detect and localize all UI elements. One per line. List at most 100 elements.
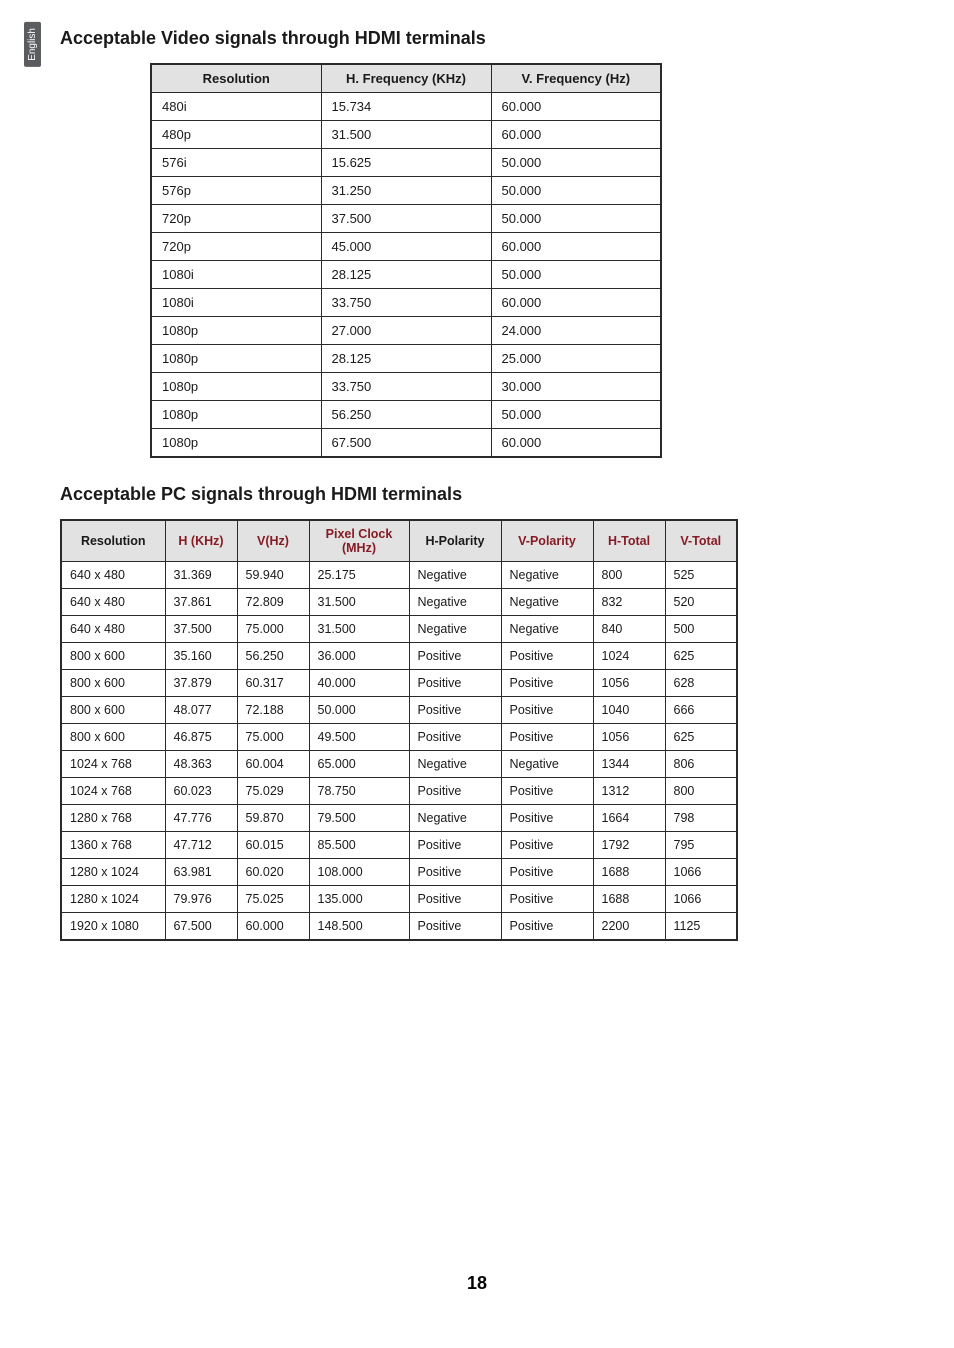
table-cell: 35.160 <box>165 643 237 670</box>
table-row: 576p31.25050.000 <box>151 177 661 205</box>
table-row: 1360 x 76847.71260.01585.500PositivePosi… <box>61 832 737 859</box>
table-cell: 31.500 <box>309 589 409 616</box>
table-cell: 50.000 <box>491 401 661 429</box>
table-cell: 33.750 <box>321 289 491 317</box>
table1-container: Resolution H. Frequency (KHz) V. Frequen… <box>60 63 894 458</box>
table-cell: 79.500 <box>309 805 409 832</box>
table-cell: Negative <box>409 562 501 589</box>
table-cell: Negative <box>409 751 501 778</box>
table-cell: 72.809 <box>237 589 309 616</box>
table-row: 1080p27.00024.000 <box>151 317 661 345</box>
table-cell: 65.000 <box>309 751 409 778</box>
table-cell: 795 <box>665 832 737 859</box>
table-cell: 48.363 <box>165 751 237 778</box>
table-cell: Positive <box>409 859 501 886</box>
table-cell: 1024 <box>593 643 665 670</box>
table-cell: Positive <box>409 724 501 751</box>
table-cell: 85.500 <box>309 832 409 859</box>
table-row: 800 x 60048.07772.18850.000PositivePosit… <box>61 697 737 724</box>
table-cell: 576i <box>151 149 321 177</box>
language-tab: English <box>24 22 41 67</box>
table-cell: 79.976 <box>165 886 237 913</box>
table-header-row: Resolution H. Frequency (KHz) V. Frequen… <box>151 64 661 93</box>
table-cell: 40.000 <box>309 670 409 697</box>
table-cell: 720p <box>151 205 321 233</box>
table-row: 480i15.73460.000 <box>151 93 661 121</box>
hdmi-video-table: Resolution H. Frequency (KHz) V. Frequen… <box>150 63 662 458</box>
table-cell: 1125 <box>665 913 737 941</box>
table-cell: 1920 x 1080 <box>61 913 165 941</box>
table-cell: 720p <box>151 233 321 261</box>
table-cell: 75.000 <box>237 724 309 751</box>
table-cell: 25.000 <box>491 345 661 373</box>
table-cell: 1056 <box>593 670 665 697</box>
table-cell: 50.000 <box>491 261 661 289</box>
table-cell: 47.712 <box>165 832 237 859</box>
table-row: 576i15.62550.000 <box>151 149 661 177</box>
col-htotal: H-Total <box>593 520 665 562</box>
table-cell: 1080p <box>151 317 321 345</box>
col-hpolarity: H-Polarity <box>409 520 501 562</box>
table-cell: 2200 <box>593 913 665 941</box>
section1-title: Acceptable Video signals through HDMI te… <box>60 28 894 49</box>
table-row: 1024 x 76860.02375.02978.750PositivePosi… <box>61 778 737 805</box>
table-cell: 525 <box>665 562 737 589</box>
table-cell: 30.000 <box>491 373 661 401</box>
table-cell: Positive <box>501 724 593 751</box>
table-cell: 72.188 <box>237 697 309 724</box>
table-cell: 28.125 <box>321 261 491 289</box>
col-resolution: Resolution <box>61 520 165 562</box>
table-cell: 1024 x 768 <box>61 778 165 805</box>
table-cell: 31.500 <box>309 616 409 643</box>
table-cell: 1344 <box>593 751 665 778</box>
table-row: 1080p33.75030.000 <box>151 373 661 401</box>
table-cell: 1024 x 768 <box>61 751 165 778</box>
table-cell: 628 <box>665 670 737 697</box>
page-content: Acceptable Video signals through HDMI te… <box>0 0 954 941</box>
table-cell: 50.000 <box>491 205 661 233</box>
table-cell: 1066 <box>665 859 737 886</box>
table-cell: 50.000 <box>491 177 661 205</box>
table-cell: 800 <box>593 562 665 589</box>
table-cell: 67.500 <box>165 913 237 941</box>
table-cell: 640 x 480 <box>61 562 165 589</box>
table-cell: 48.077 <box>165 697 237 724</box>
table-row: 640 x 48037.86172.80931.500NegativeNegat… <box>61 589 737 616</box>
table-row: 800 x 60035.16056.25036.000PositivePosit… <box>61 643 737 670</box>
table-cell: 1360 x 768 <box>61 832 165 859</box>
col-vpolarity: V-Polarity <box>501 520 593 562</box>
table-cell: 56.250 <box>237 643 309 670</box>
table-cell: Positive <box>409 913 501 941</box>
table-cell: 75.000 <box>237 616 309 643</box>
table-cell: 520 <box>665 589 737 616</box>
table-cell: Positive <box>501 913 593 941</box>
table-cell: Positive <box>501 805 593 832</box>
table-cell: 1080p <box>151 401 321 429</box>
table-cell: Positive <box>501 886 593 913</box>
table-cell: Positive <box>501 697 593 724</box>
table-cell: 60.000 <box>491 289 661 317</box>
table-cell: 800 x 600 <box>61 697 165 724</box>
table-cell: 60.317 <box>237 670 309 697</box>
table-cell: Negative <box>501 589 593 616</box>
table-cell: 480p <box>151 121 321 149</box>
table-cell: 60.000 <box>491 93 661 121</box>
page-number: 18 <box>0 1273 954 1294</box>
col-hkhz: H (KHz) <box>165 520 237 562</box>
table-cell: 625 <box>665 643 737 670</box>
table-cell: 59.870 <box>237 805 309 832</box>
table-cell: 640 x 480 <box>61 616 165 643</box>
table-cell: 480i <box>151 93 321 121</box>
table-cell: 1792 <box>593 832 665 859</box>
table-cell: Positive <box>501 778 593 805</box>
table-cell: 67.500 <box>321 429 491 458</box>
table-row: 1280 x 102463.98160.020108.000PositivePo… <box>61 859 737 886</box>
table-cell: 1688 <box>593 859 665 886</box>
table-cell: 60.000 <box>491 429 661 458</box>
table-row: 800 x 60037.87960.31740.000PositivePosit… <box>61 670 737 697</box>
hdmi-pc-table: Resolution H (KHz) V(Hz) Pixel Clock (MH… <box>60 519 738 941</box>
table-cell: Positive <box>501 670 593 697</box>
table-cell: Positive <box>409 886 501 913</box>
table-cell: 63.981 <box>165 859 237 886</box>
table-cell: Negative <box>501 562 593 589</box>
